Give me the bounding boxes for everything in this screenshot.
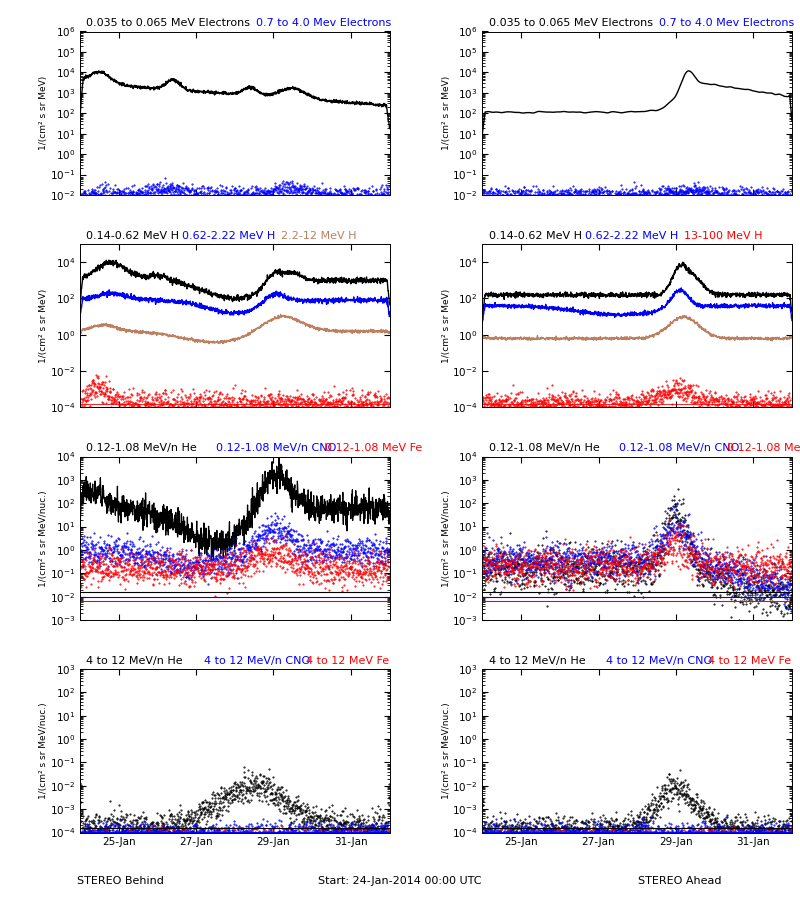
Text: 4 to 12 MeV Fe: 4 to 12 MeV Fe <box>709 656 791 666</box>
Text: 4 to 12 MeV Fe: 4 to 12 MeV Fe <box>306 656 389 666</box>
Y-axis label: 1/(cm² s sr MeV/nuc.): 1/(cm² s sr MeV/nuc.) <box>39 490 48 587</box>
Text: 13-100 MeV H: 13-100 MeV H <box>684 230 762 240</box>
Text: 0.12-1.08 MeV/n CNO: 0.12-1.08 MeV/n CNO <box>618 444 739 454</box>
Text: 4 to 12 MeV/n CNO: 4 to 12 MeV/n CNO <box>204 656 310 666</box>
Text: 0.14-0.62 MeV H: 0.14-0.62 MeV H <box>489 230 582 240</box>
Text: 0.12-1.08 MeV/n CNO: 0.12-1.08 MeV/n CNO <box>216 444 337 454</box>
Y-axis label: 1/(cm² s sr MeV/nuc.): 1/(cm² s sr MeV/nuc.) <box>39 703 48 799</box>
Text: 0.62-2.22 MeV H: 0.62-2.22 MeV H <box>182 230 275 240</box>
Text: 0.7 to 4.0 Mev Electrons: 0.7 to 4.0 Mev Electrons <box>659 18 794 28</box>
Text: 0.035 to 0.065 MeV Electrons: 0.035 to 0.065 MeV Electrons <box>86 18 250 28</box>
Text: 0.12-1.08 MeV Fe: 0.12-1.08 MeV Fe <box>727 444 800 454</box>
Text: 0.12-1.08 MeV Fe: 0.12-1.08 MeV Fe <box>325 444 422 454</box>
Text: 0.14-0.62 MeV H: 0.14-0.62 MeV H <box>86 230 179 240</box>
Text: STEREO Behind: STEREO Behind <box>77 876 163 886</box>
Y-axis label: 1/(cm² s sr MeV): 1/(cm² s sr MeV) <box>442 289 450 363</box>
Text: 0.62-2.22 MeV H: 0.62-2.22 MeV H <box>585 230 678 240</box>
Y-axis label: 1/(cm² s sr MeV/nuc.): 1/(cm² s sr MeV/nuc.) <box>442 490 450 587</box>
Y-axis label: 1/(cm² s sr MeV/nuc.): 1/(cm² s sr MeV/nuc.) <box>442 703 450 799</box>
Text: 4 to 12 MeV/n He: 4 to 12 MeV/n He <box>489 656 586 666</box>
Text: 2.2-12 MeV H: 2.2-12 MeV H <box>282 230 357 240</box>
Text: 4 to 12 MeV/n CNO: 4 to 12 MeV/n CNO <box>606 656 713 666</box>
Text: 0.7 to 4.0 Mev Electrons: 0.7 to 4.0 Mev Electrons <box>257 18 392 28</box>
Y-axis label: 1/(cm² s sr MeV): 1/(cm² s sr MeV) <box>39 289 48 363</box>
Y-axis label: 1/(cm² s sr MeV): 1/(cm² s sr MeV) <box>39 76 48 150</box>
Text: 0.12-1.08 MeV/n He: 0.12-1.08 MeV/n He <box>86 444 197 454</box>
Text: 0.12-1.08 MeV/n He: 0.12-1.08 MeV/n He <box>489 444 599 454</box>
Text: 4 to 12 MeV/n He: 4 to 12 MeV/n He <box>86 656 183 666</box>
Y-axis label: 1/(cm² s sr MeV): 1/(cm² s sr MeV) <box>442 76 451 150</box>
Text: STEREO Ahead: STEREO Ahead <box>638 876 722 886</box>
Text: 0.035 to 0.065 MeV Electrons: 0.035 to 0.065 MeV Electrons <box>489 18 653 28</box>
Text: Start: 24-Jan-2014 00:00 UTC: Start: 24-Jan-2014 00:00 UTC <box>318 876 482 886</box>
